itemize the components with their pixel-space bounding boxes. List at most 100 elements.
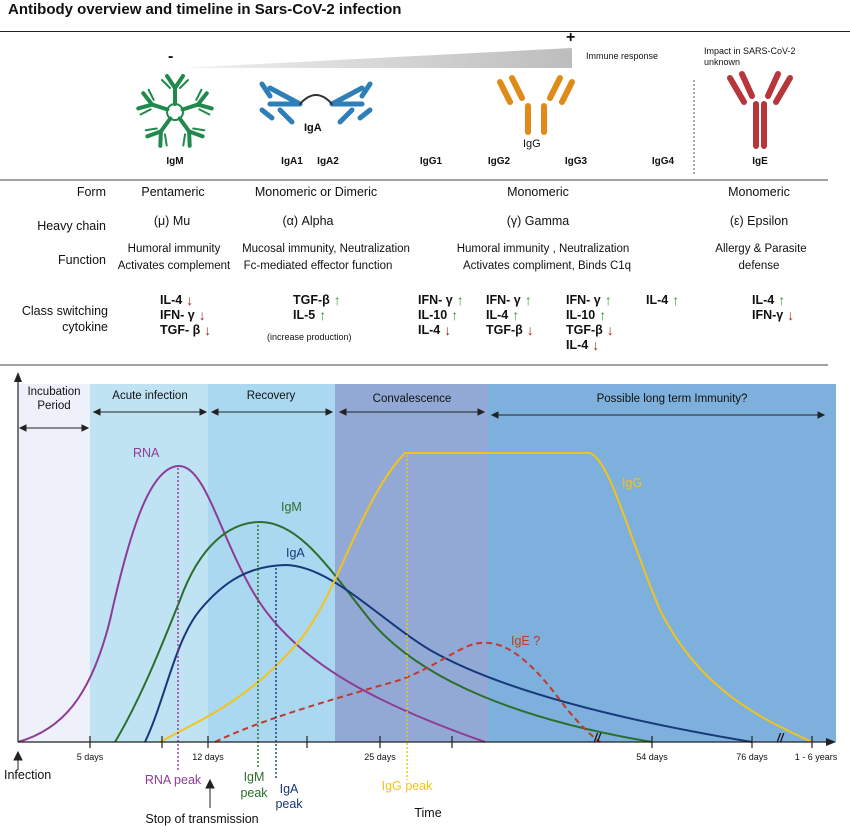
cytokine-name: IL-4	[418, 322, 441, 337]
cytokine-row: IL-4 ↓	[160, 291, 211, 308]
phase-long-term: Possible long term Immunity?	[596, 393, 748, 405]
phase-band-2	[208, 384, 335, 742]
iga-dimer-icon	[259, 81, 373, 125]
page-title: Antibody overview and timeline in Sars-C…	[8, 1, 402, 18]
immune-response-gradient	[180, 48, 572, 68]
iga-label: IgA	[286, 546, 305, 560]
phase-band-1	[90, 384, 208, 742]
function-iga-1: Mucosal immunity, Neutralization	[242, 243, 410, 255]
cytokine-row: TGF-β ↑	[293, 291, 341, 308]
tick-1-6-years: 1 - 6 years	[794, 752, 838, 762]
ige-icon	[727, 71, 793, 149]
class-igm: IgM	[166, 156, 184, 167]
cytokines-igg4: IL-4 ↑	[646, 291, 680, 308]
top-divider	[0, 31, 850, 32]
cytokine-row: IFN- γ ↑	[566, 292, 614, 308]
phase-band-4	[488, 384, 836, 742]
cytokine-name: TGF-β	[566, 322, 603, 337]
arrow-up-icon: ↑	[319, 306, 327, 323]
form-ige: Monomeric	[728, 185, 790, 199]
class-igg2: IgG2	[487, 156, 511, 167]
iga-curve	[144, 563, 753, 743]
arrow-up-icon: ↑	[778, 291, 786, 308]
function-igg-2: Activates compliment, Binds C1q	[462, 260, 632, 272]
cytokines-igg1: IFN- γ ↑ IL-10 ↑ IL-4 ↓	[418, 291, 464, 338]
heavy-iga: (α) Alpha	[282, 214, 334, 228]
class-ige: IgE	[752, 156, 768, 167]
cytokine-name: IL-10	[566, 307, 596, 322]
class-iga2: IgA2	[317, 156, 339, 167]
cytokine-row: IFN- γ ↓	[160, 307, 211, 323]
class-igg3: IgG3	[564, 156, 588, 167]
cytokine-row: IFN-γ ↓	[752, 306, 795, 323]
cytokine-name: IL-4	[646, 292, 669, 307]
curves	[17, 452, 813, 743]
cytokine-name: TGF- β	[160, 322, 201, 337]
igg-curve	[159, 452, 813, 743]
cytokine-name: IL-4	[160, 292, 183, 307]
phase-incubation: Incubation Period	[27, 386, 81, 412]
tick-25-days: 25 days	[364, 752, 396, 762]
heavy-ige: (ε) Epsilon	[729, 214, 789, 228]
row-label-cytokine: cytokine	[62, 320, 108, 334]
igm-label: IgM	[281, 500, 302, 514]
cytokine-name: IL-4	[566, 337, 589, 352]
arrow-up-icon: ↑	[333, 291, 341, 308]
phase-recovery: Recovery	[246, 390, 296, 402]
cytokine-row: IFN- γ ↑	[418, 291, 464, 308]
rna-peak-label: RNA peak	[144, 773, 202, 787]
arrow-down-icon: ↓	[444, 321, 452, 338]
cytokine-name: IL-10	[418, 307, 448, 322]
tick-5-days: 5 days	[76, 752, 104, 762]
cytokines-igm: IL-4 ↓ IFN- γ ↓ TGF- β ↓	[160, 291, 211, 338]
form-iga: Monomeric or Dimeric	[254, 185, 378, 199]
x-axis-label: Time	[414, 806, 442, 820]
function-igg-1: Humoral immunity , Neutralization	[456, 243, 630, 255]
gradient-plus: +	[566, 29, 576, 46]
arrow-down-icon: ↓	[526, 321, 534, 338]
cytokine-row: IL-4 ↑	[752, 291, 794, 308]
function-igm-1: Humoral immunity	[127, 243, 221, 255]
igg-icon	[497, 75, 575, 135]
cytokine-name: IL-4	[486, 307, 509, 322]
cytokines-ige: IL-4 ↑ IFN-γ ↓	[752, 291, 795, 323]
iga-peak-label-2: peak	[275, 797, 303, 811]
arrow-down-icon: ↓	[186, 291, 194, 308]
cytokines-igg3: IFN- γ ↑ IL-10 ↑ TGF-β ↓ IL-4 ↓	[566, 292, 614, 353]
iga-cytokine-note: (increase production)	[267, 332, 352, 342]
cytokine-row: IL-5 ↑	[293, 306, 341, 323]
heavy-igm: (μ) Mu	[153, 214, 191, 228]
cytokine-row: TGF-β ↓	[566, 322, 614, 338]
form-igg: Monomeric	[507, 185, 569, 199]
iga-peak-label-1: IgA	[279, 782, 299, 796]
arrow-up-icon: ↑	[672, 291, 680, 308]
cytokine-name: IL-4	[752, 292, 775, 307]
cytokine-name: IFN- γ	[566, 292, 601, 307]
tick-54-days: 54 days	[636, 752, 668, 762]
igm-curve	[114, 520, 653, 743]
arrow-up-icon: ↑	[451, 306, 459, 323]
form-igm: Pentameric	[141, 185, 205, 199]
stop-transmission-label: Stop of transmission	[145, 812, 259, 826]
cytokine-name: TGF-β	[293, 292, 330, 307]
cytokine-row: IL-4 ↑	[486, 307, 534, 323]
cytokine-name: IFN- γ	[160, 307, 195, 322]
cytokine-name: IFN- γ	[486, 292, 521, 307]
igm-peak-label-1: IgM	[243, 770, 265, 784]
arrow-up-icon: ↑	[456, 291, 464, 308]
row-label-function: Function	[58, 253, 106, 267]
igg-icon-label: IgG	[523, 138, 541, 150]
rna-label: RNA	[133, 446, 160, 460]
cytokine-name: IFN-γ	[752, 307, 784, 322]
phase-convalescence: Convalescence	[372, 393, 452, 405]
rna-curve	[17, 464, 486, 743]
ige-label: IgE ?	[511, 634, 541, 648]
tick-12-days: 12 days	[192, 752, 224, 762]
arrow-down-icon: ↓	[787, 306, 795, 323]
igg-peak-label: IgG peak	[381, 779, 433, 793]
igg-label: IgG	[622, 476, 643, 490]
cytokine-row: IL-4 ↑	[646, 291, 680, 308]
cytokine-row: IL-10 ↑	[566, 306, 614, 323]
arrow-up-icon: ↑	[599, 306, 607, 323]
